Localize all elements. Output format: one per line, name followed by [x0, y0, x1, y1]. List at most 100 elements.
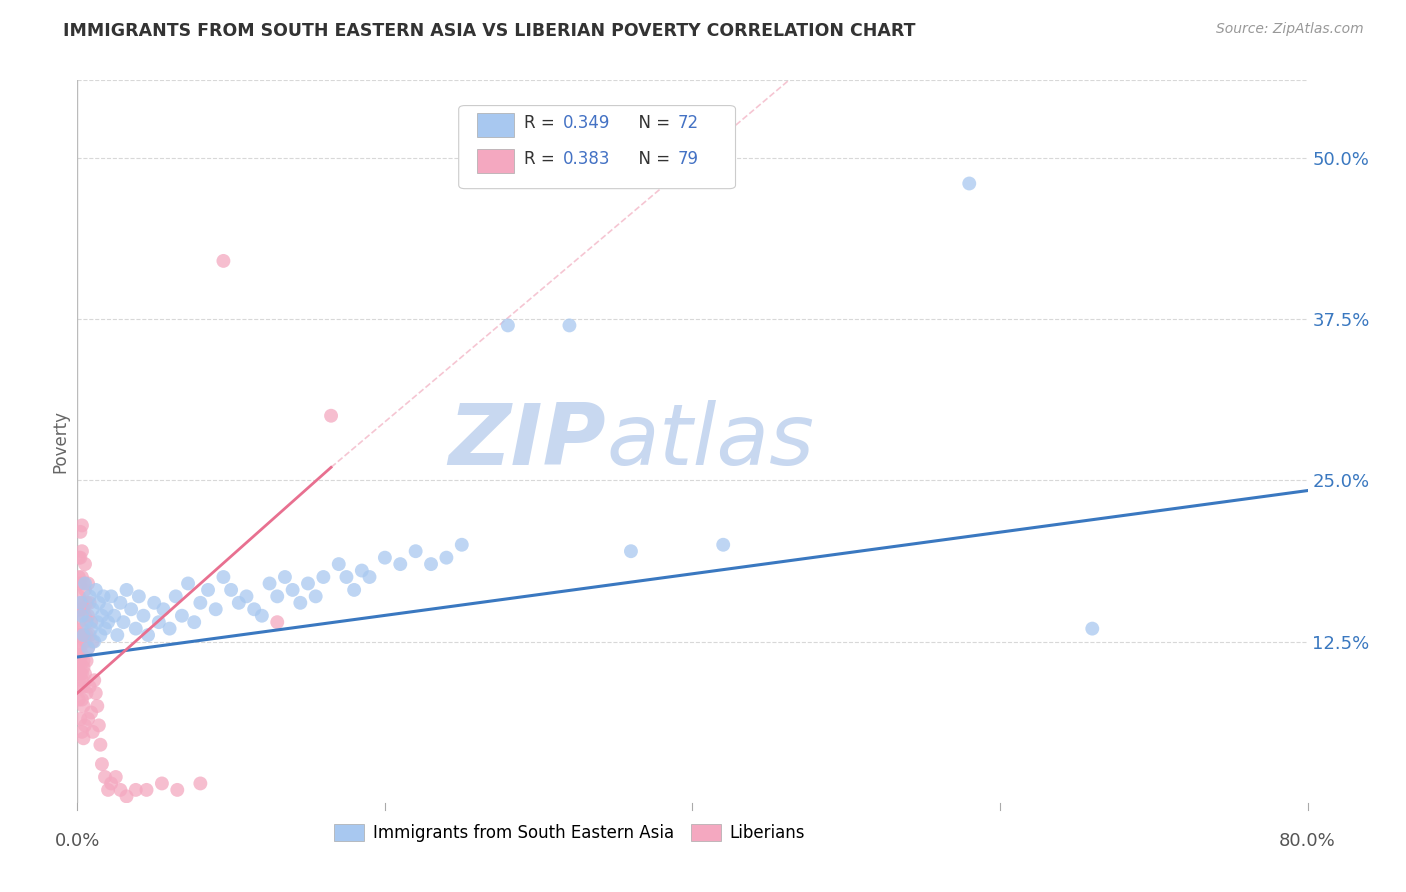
- Point: [79, 628, 101, 642]
- Point: [67, 602, 90, 616]
- Point: [359, 570, 381, 584]
- Point: [135, 783, 157, 797]
- Point: [420, 557, 443, 571]
- Bar: [477, 149, 515, 173]
- Point: [204, 602, 226, 616]
- Point: [110, 596, 132, 610]
- Point: [104, 770, 127, 784]
- Point: [72, 680, 94, 694]
- Point: [80, 622, 103, 636]
- Text: 72: 72: [678, 113, 699, 132]
- Text: R =: R =: [524, 150, 560, 168]
- Point: [120, 602, 142, 616]
- Point: [132, 608, 155, 623]
- Point: [152, 602, 174, 616]
- Point: [558, 318, 581, 333]
- Point: [266, 615, 288, 630]
- Point: [79, 680, 101, 694]
- Point: [73, 718, 96, 732]
- Point: [250, 608, 273, 623]
- Point: [77, 640, 100, 655]
- Point: [97, 783, 120, 797]
- Point: [125, 622, 148, 636]
- Text: 0.349: 0.349: [564, 113, 610, 132]
- Bar: [477, 112, 515, 137]
- Point: [84, 582, 107, 597]
- Point: [150, 776, 173, 790]
- Point: [79, 596, 101, 610]
- Point: [67, 590, 90, 604]
- Point: [73, 576, 96, 591]
- Point: [86, 699, 108, 714]
- Point: [115, 789, 138, 804]
- Point: [73, 582, 96, 597]
- Point: [335, 570, 357, 584]
- Point: [328, 557, 350, 571]
- Point: [84, 686, 107, 700]
- Point: [69, 602, 91, 616]
- Point: [143, 596, 166, 610]
- Point: [69, 712, 91, 726]
- Text: ZIP: ZIP: [449, 400, 606, 483]
- Point: [350, 564, 373, 578]
- Point: [148, 615, 170, 630]
- Text: 0.383: 0.383: [564, 150, 610, 168]
- Point: [69, 628, 91, 642]
- Point: [97, 615, 120, 630]
- Point: [70, 518, 93, 533]
- Point: [93, 590, 115, 604]
- Point: [72, 654, 94, 668]
- Point: [69, 576, 91, 591]
- Point: [70, 724, 93, 739]
- Point: [70, 544, 93, 558]
- Point: [70, 622, 93, 636]
- Point: [67, 550, 90, 565]
- Point: [374, 550, 396, 565]
- Point: [69, 640, 91, 655]
- Point: [266, 590, 288, 604]
- FancyBboxPatch shape: [458, 105, 735, 189]
- Point: [90, 608, 114, 623]
- Point: [188, 596, 212, 610]
- Point: [72, 576, 94, 591]
- Point: [1081, 622, 1104, 636]
- Point: [76, 615, 98, 630]
- Point: [94, 770, 117, 784]
- Point: [219, 582, 242, 597]
- Text: IMMIGRANTS FROM SOUTH EASTERN ASIA VS LIBERIAN POVERTY CORRELATION CHART: IMMIGRANTS FROM SOUTH EASTERN ASIA VS LI…: [63, 22, 915, 40]
- Point: [243, 602, 266, 616]
- Point: [297, 576, 319, 591]
- Point: [290, 596, 312, 610]
- Point: [67, 692, 90, 706]
- Point: [235, 590, 257, 604]
- Point: [343, 582, 366, 597]
- Point: [87, 596, 110, 610]
- Point: [72, 628, 94, 642]
- Y-axis label: Poverty: Poverty: [51, 410, 69, 473]
- Point: [177, 576, 200, 591]
- Point: [83, 673, 105, 688]
- Point: [77, 608, 100, 623]
- Point: [72, 699, 94, 714]
- Point: [436, 550, 458, 565]
- Point: [76, 654, 98, 668]
- Point: [80, 706, 103, 720]
- Point: [136, 628, 159, 642]
- Point: [70, 570, 93, 584]
- Point: [405, 544, 427, 558]
- Point: [105, 628, 128, 642]
- Point: [69, 666, 91, 681]
- Point: [83, 634, 105, 648]
- Text: 0.0%: 0.0%: [55, 831, 100, 850]
- Point: [166, 783, 188, 797]
- Point: [72, 602, 94, 616]
- Point: [89, 628, 111, 642]
- Point: [112, 615, 135, 630]
- Point: [67, 654, 90, 668]
- Text: N =: N =: [628, 150, 676, 168]
- Point: [69, 524, 91, 539]
- Point: [96, 602, 118, 616]
- Point: [212, 570, 235, 584]
- Point: [103, 608, 125, 623]
- Point: [79, 590, 101, 604]
